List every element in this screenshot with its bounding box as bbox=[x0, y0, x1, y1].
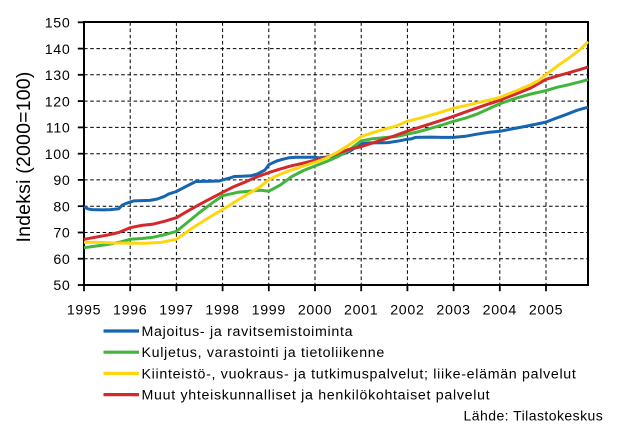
svg-text:100: 100 bbox=[45, 147, 71, 163]
svg-text:2001: 2001 bbox=[344, 303, 378, 319]
svg-text:90: 90 bbox=[53, 173, 70, 189]
svg-text:1998: 1998 bbox=[205, 303, 239, 319]
svg-text:Muut yhteiskunnalliset ja henk: Muut yhteiskunnalliset ja henkilökohtais… bbox=[142, 388, 491, 404]
svg-text:50: 50 bbox=[53, 278, 70, 294]
svg-text:Indeksi (2000=100): Indeksi (2000=100) bbox=[13, 71, 35, 242]
svg-text:Kiinteistö-, vuokraus- ja tutk: Kiinteistö-, vuokraus- ja tutkimuspalvel… bbox=[142, 366, 577, 382]
svg-text:140: 140 bbox=[45, 42, 71, 58]
svg-text:1996: 1996 bbox=[113, 303, 147, 319]
svg-text:120: 120 bbox=[45, 94, 71, 110]
svg-text:1995: 1995 bbox=[67, 303, 101, 319]
svg-text:150: 150 bbox=[45, 16, 71, 32]
svg-text:2000: 2000 bbox=[298, 303, 332, 319]
svg-text:Majoitus- ja ravitsemistoimint: Majoitus- ja ravitsemistoiminta bbox=[142, 324, 354, 340]
svg-text:Kuljetus, varastointi ja tieto: Kuljetus, varastointi ja tietoliikenne bbox=[142, 345, 385, 361]
svg-text:2004: 2004 bbox=[483, 303, 517, 319]
svg-text:2003: 2003 bbox=[436, 303, 470, 319]
svg-text:1997: 1997 bbox=[159, 303, 193, 319]
svg-text:70: 70 bbox=[53, 226, 70, 242]
svg-text:130: 130 bbox=[45, 68, 71, 84]
svg-text:80: 80 bbox=[53, 199, 70, 215]
svg-text:2005: 2005 bbox=[529, 303, 563, 319]
svg-text:110: 110 bbox=[46, 121, 71, 137]
svg-text:60: 60 bbox=[53, 252, 70, 268]
svg-text:Lähde: Tilastokeskus: Lähde: Tilastokeskus bbox=[464, 408, 604, 424]
svg-text:1999: 1999 bbox=[252, 303, 286, 319]
svg-text:2002: 2002 bbox=[390, 303, 424, 319]
